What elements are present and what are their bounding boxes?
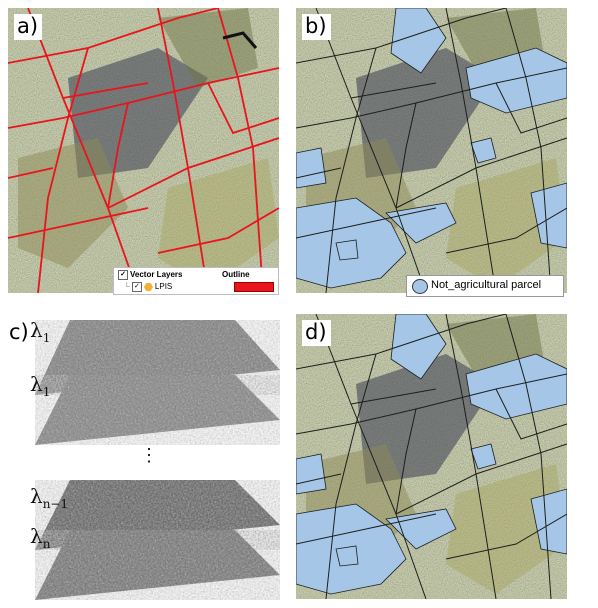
legend-b-swatch <box>412 279 428 294</box>
panel-a <box>8 8 279 293</box>
panel-c <box>0 310 290 608</box>
legend-a-outline-swatch <box>234 282 274 292</box>
checkbox-icon[interactable]: ✓ <box>131 282 142 292</box>
stack-layer-4 <box>35 530 280 600</box>
panel-b-image <box>296 8 567 293</box>
legend-a: ✓ Vector Layers Outline └ ✓ LPIS <box>113 267 279 295</box>
panel-d <box>296 314 567 599</box>
legend-b-entry: Not_agricultural parcel <box>431 279 542 291</box>
lambda-n: λn <box>30 524 51 551</box>
legend-a-group: Vector Layers <box>130 270 183 280</box>
panel-a-label: a) <box>14 14 43 40</box>
panel-c-label: c) <box>9 320 29 344</box>
panel-d-label: d) <box>302 320 331 346</box>
polygon-layer-icon <box>143 283 153 291</box>
legend-a-layer: LPIS <box>154 282 173 292</box>
legend-a-column: Outline <box>222 270 250 279</box>
lambda-n-minus-1: λn−1 <box>30 484 69 511</box>
legend-b: Not_agricultural parcel <box>406 275 564 297</box>
stack-layer-2 <box>35 375 280 445</box>
lambda-1-second: λ1 <box>30 372 51 399</box>
panel-b <box>296 8 567 293</box>
panel-a-image <box>8 8 279 293</box>
panel-d-image <box>296 314 567 599</box>
panel-c-stack <box>35 320 280 600</box>
road-mark <box>222 31 258 49</box>
checkbox-icon[interactable]: ✓ <box>118 270 128 280</box>
lambda-1-top: λ1 <box>30 318 51 345</box>
panel-b-label: b) <box>302 14 331 40</box>
stack-ellipsis: ⋮ <box>140 445 158 465</box>
